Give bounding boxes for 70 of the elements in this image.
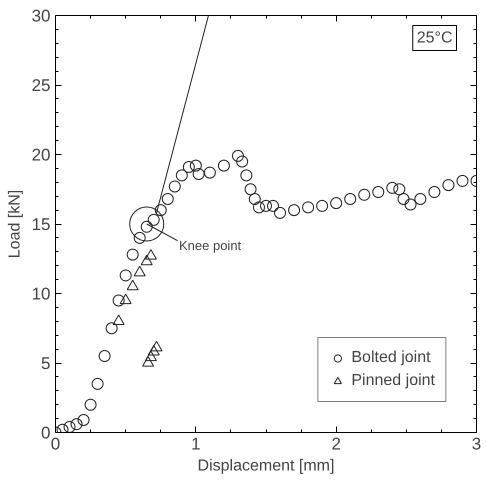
point — [288, 204, 300, 216]
point — [274, 206, 286, 219]
point — [126, 248, 139, 261]
point — [398, 192, 410, 205]
point — [316, 200, 328, 212]
point — [192, 168, 205, 180]
point — [162, 192, 174, 205]
point — [236, 155, 248, 168]
point — [386, 182, 398, 194]
point — [344, 192, 356, 205]
point — [92, 378, 104, 390]
point — [330, 197, 342, 210]
point — [144, 350, 157, 362]
point — [240, 169, 252, 182]
point — [218, 160, 230, 172]
point — [414, 192, 426, 205]
annotation: Knee point — [178, 238, 242, 253]
point — [404, 198, 417, 211]
annotation: 25°C — [416, 30, 452, 46]
legend-label: Bolted joint — [351, 349, 431, 367]
point — [134, 232, 146, 244]
legend-label: Pinned joint — [351, 372, 435, 390]
point — [442, 179, 454, 192]
x-tick-label: 3 — [472, 434, 482, 454]
point — [204, 166, 216, 179]
point — [112, 314, 125, 325]
point — [154, 204, 167, 216]
point — [248, 192, 261, 205]
point — [84, 398, 97, 411]
point — [168, 180, 181, 192]
point — [267, 200, 280, 212]
point — [428, 186, 440, 198]
point — [252, 201, 265, 214]
point — [112, 294, 125, 306]
y-tick-label: 10 — [32, 284, 51, 304]
point — [120, 294, 132, 304]
point — [126, 280, 139, 290]
point — [182, 161, 195, 173]
x-tick-label: 2 — [331, 434, 341, 454]
point — [176, 169, 188, 182]
x-axis-title: Displacement [mm] — [198, 458, 334, 474]
y-tick-label: 30 — [32, 6, 51, 26]
y-tick-label: 5 — [41, 354, 51, 373]
y-axis-title: Load [kN] — [6, 190, 24, 258]
point — [456, 174, 468, 187]
point — [134, 266, 146, 276]
x-tick-label: 1 — [191, 434, 201, 454]
point — [358, 188, 370, 201]
point — [190, 160, 202, 172]
point — [150, 340, 163, 352]
point — [120, 269, 132, 282]
point — [142, 356, 154, 367]
point — [148, 345, 160, 356]
point — [372, 186, 384, 198]
point — [70, 418, 83, 430]
point — [244, 183, 257, 196]
point — [144, 249, 157, 260]
y-tick-label: 25 — [32, 76, 51, 95]
point — [64, 420, 76, 432]
point — [148, 214, 160, 226]
point — [98, 350, 111, 362]
point — [140, 254, 153, 266]
y-tick-label: 15 — [32, 215, 51, 234]
point — [232, 150, 244, 162]
point — [260, 200, 272, 212]
point — [393, 183, 406, 196]
point — [78, 414, 90, 426]
point — [302, 201, 314, 214]
y-tick-label: 20 — [32, 146, 51, 164]
point — [106, 322, 118, 334]
